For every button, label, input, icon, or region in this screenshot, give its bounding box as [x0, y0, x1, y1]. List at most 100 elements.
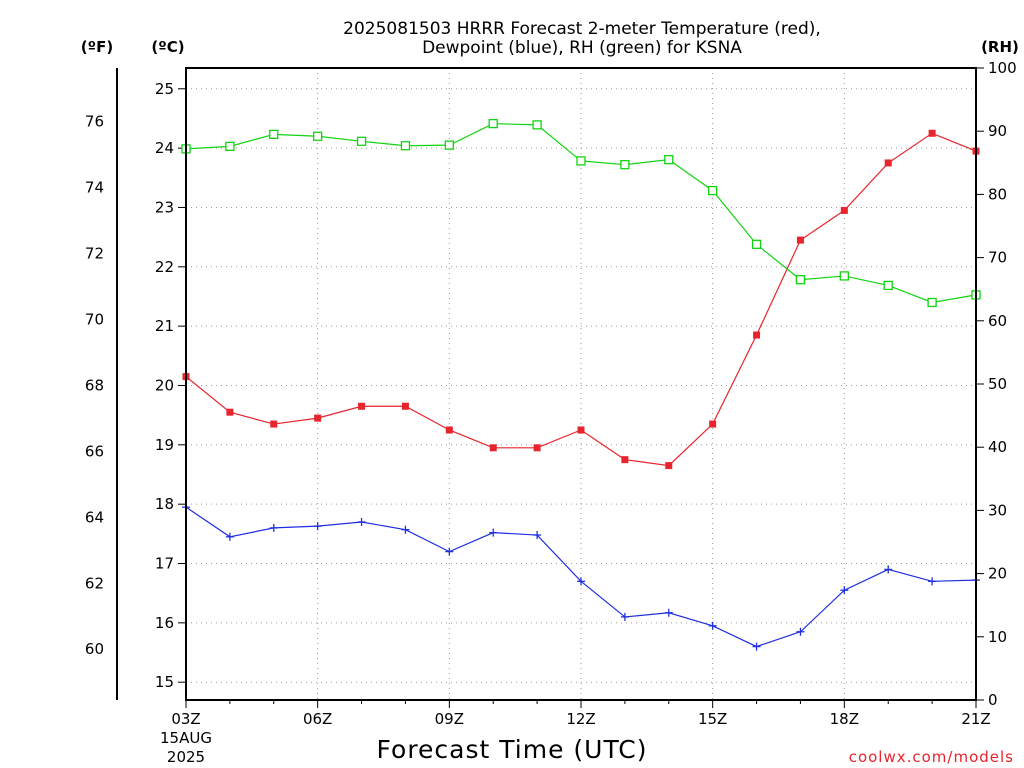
rh-tick-label: 0 [988, 691, 998, 709]
x-tick-label: 12Z [566, 710, 595, 728]
celsius-tick-label: 16 [155, 614, 174, 632]
fahrenheit-tick-label: 70 [85, 311, 104, 329]
temperature-point [533, 444, 541, 452]
site-credit: coolwx.com/models [849, 748, 1014, 766]
temperature-point [226, 408, 234, 416]
x-date-label-day: 15AUG [160, 729, 212, 747]
temperature-point [796, 236, 804, 244]
rh-axis: 0 10 20 30 40 50 60 70 80 90 100 [976, 59, 1017, 709]
dewpoint-point [708, 621, 717, 630]
dewpoint-point [928, 577, 937, 586]
temperature-point [840, 206, 848, 214]
fahrenheit-tick-label: 64 [85, 508, 104, 526]
dewpoint-point [664, 608, 673, 617]
temperature-point [358, 402, 366, 410]
rh-tick-label: 20 [988, 565, 1007, 583]
fahrenheit-tick-label: 76 [85, 113, 104, 131]
dewpoint-point [445, 547, 454, 556]
fahrenheit-tick-label: 74 [85, 179, 104, 197]
x-date-label-year: 2025 [167, 748, 205, 766]
x-tick-label: 09Z [435, 710, 464, 728]
temperature-point [314, 414, 322, 422]
x-tick-label: 21Z [961, 710, 990, 728]
temperature-point [928, 129, 936, 137]
rh-point [488, 118, 498, 129]
x-tick-label: 06Z [303, 710, 332, 728]
rh-unit-label: (RH) [981, 38, 1019, 56]
x-tick-label: 15Z [698, 710, 727, 728]
fahrenheit-tick-label: 68 [85, 376, 104, 394]
dewpoint-point [313, 522, 322, 531]
rh-point [927, 297, 937, 308]
celsius-tick-label: 24 [155, 139, 174, 157]
rh-tick-label: 40 [988, 438, 1007, 456]
rh-point [664, 154, 674, 165]
dewpoint-point [357, 517, 366, 526]
celsius-tick-label: 22 [155, 258, 174, 276]
celsius-tick-label: 23 [155, 198, 174, 216]
celsius-tick-label: 15 [155, 673, 174, 691]
rh-tick-label: 10 [988, 628, 1007, 646]
rh-point [883, 280, 893, 291]
temperature-point [709, 420, 717, 428]
rh-point [356, 136, 367, 146]
temperature-point [621, 456, 629, 464]
rh-point [795, 275, 806, 285]
dewpoint-point [884, 565, 893, 574]
rh-point [620, 160, 630, 170]
temperature-point [270, 420, 278, 428]
rh-point [576, 156, 586, 166]
temperature-point [665, 462, 673, 470]
celsius-axis: 15 16 17 18 19 20 21 22 23 24 25 [155, 80, 186, 691]
celsius-tick-label: 21 [155, 317, 174, 335]
rh-tick-label: 50 [988, 375, 1007, 393]
celsius-tick-label: 18 [155, 495, 174, 513]
celsius-unit-label: (ºC) [151, 38, 184, 56]
celsius-tick-label: 20 [155, 376, 174, 394]
x-tick-label: 18Z [830, 710, 859, 728]
dewpoint-point [577, 577, 585, 586]
dewpoint-point [752, 642, 761, 651]
x-axis-title: Forecast Time (UTC) [377, 735, 648, 764]
dewpoint-point [620, 612, 629, 621]
x-axis: 03Z 06Z 09Z 12Z 15Z 18Z 21Z [171, 700, 991, 728]
temperature-point [884, 159, 892, 167]
dewpoint-point [796, 627, 805, 636]
dewpoint-point [269, 523, 278, 532]
chart-title-line1: 2025081503 HRRR Forecast 2-meter Tempera… [343, 19, 821, 39]
dewpoint-point [533, 531, 542, 540]
fahrenheit-unit-label: (ºF) [81, 38, 113, 56]
fahrenheit-tick-label: 72 [85, 245, 104, 263]
temperature-point [577, 426, 585, 434]
temperature-point [401, 402, 409, 410]
rh-point [708, 185, 718, 196]
rh-tick-label: 90 [988, 122, 1007, 140]
chart-title-line2: Dewpoint (blue), RH (green) for KSNA [422, 38, 742, 58]
temperature-point [445, 426, 453, 434]
celsius-tick-label: 19 [155, 436, 174, 454]
fahrenheit-tick-label: 66 [85, 442, 104, 460]
fahrenheit-axis: 60 62 64 66 68 70 72 74 76 [85, 68, 118, 700]
rh-point [400, 141, 411, 151]
x-tick-label: 03Z [171, 710, 200, 728]
rh-tick-label: 60 [988, 312, 1007, 330]
rh-tick-label: 70 [988, 249, 1007, 267]
rh-point [444, 140, 454, 150]
rh-tick-label: 30 [988, 501, 1007, 519]
rh-point [839, 271, 849, 281]
rh-tick-label: 100 [988, 59, 1017, 77]
dewpoint-point [225, 532, 234, 541]
celsius-tick-label: 25 [155, 80, 174, 98]
series-layer [181, 118, 981, 651]
temperature-point [489, 444, 497, 452]
rh-point [225, 141, 235, 152]
rh-point [532, 120, 542, 130]
temperature-point [753, 331, 761, 339]
dewpoint-point [489, 528, 498, 537]
dewpoint-point [840, 586, 849, 595]
rh-point [313, 131, 323, 141]
celsius-tick-label: 17 [155, 555, 174, 573]
rh-point [269, 129, 279, 140]
rh-tick-label: 80 [988, 185, 1007, 203]
